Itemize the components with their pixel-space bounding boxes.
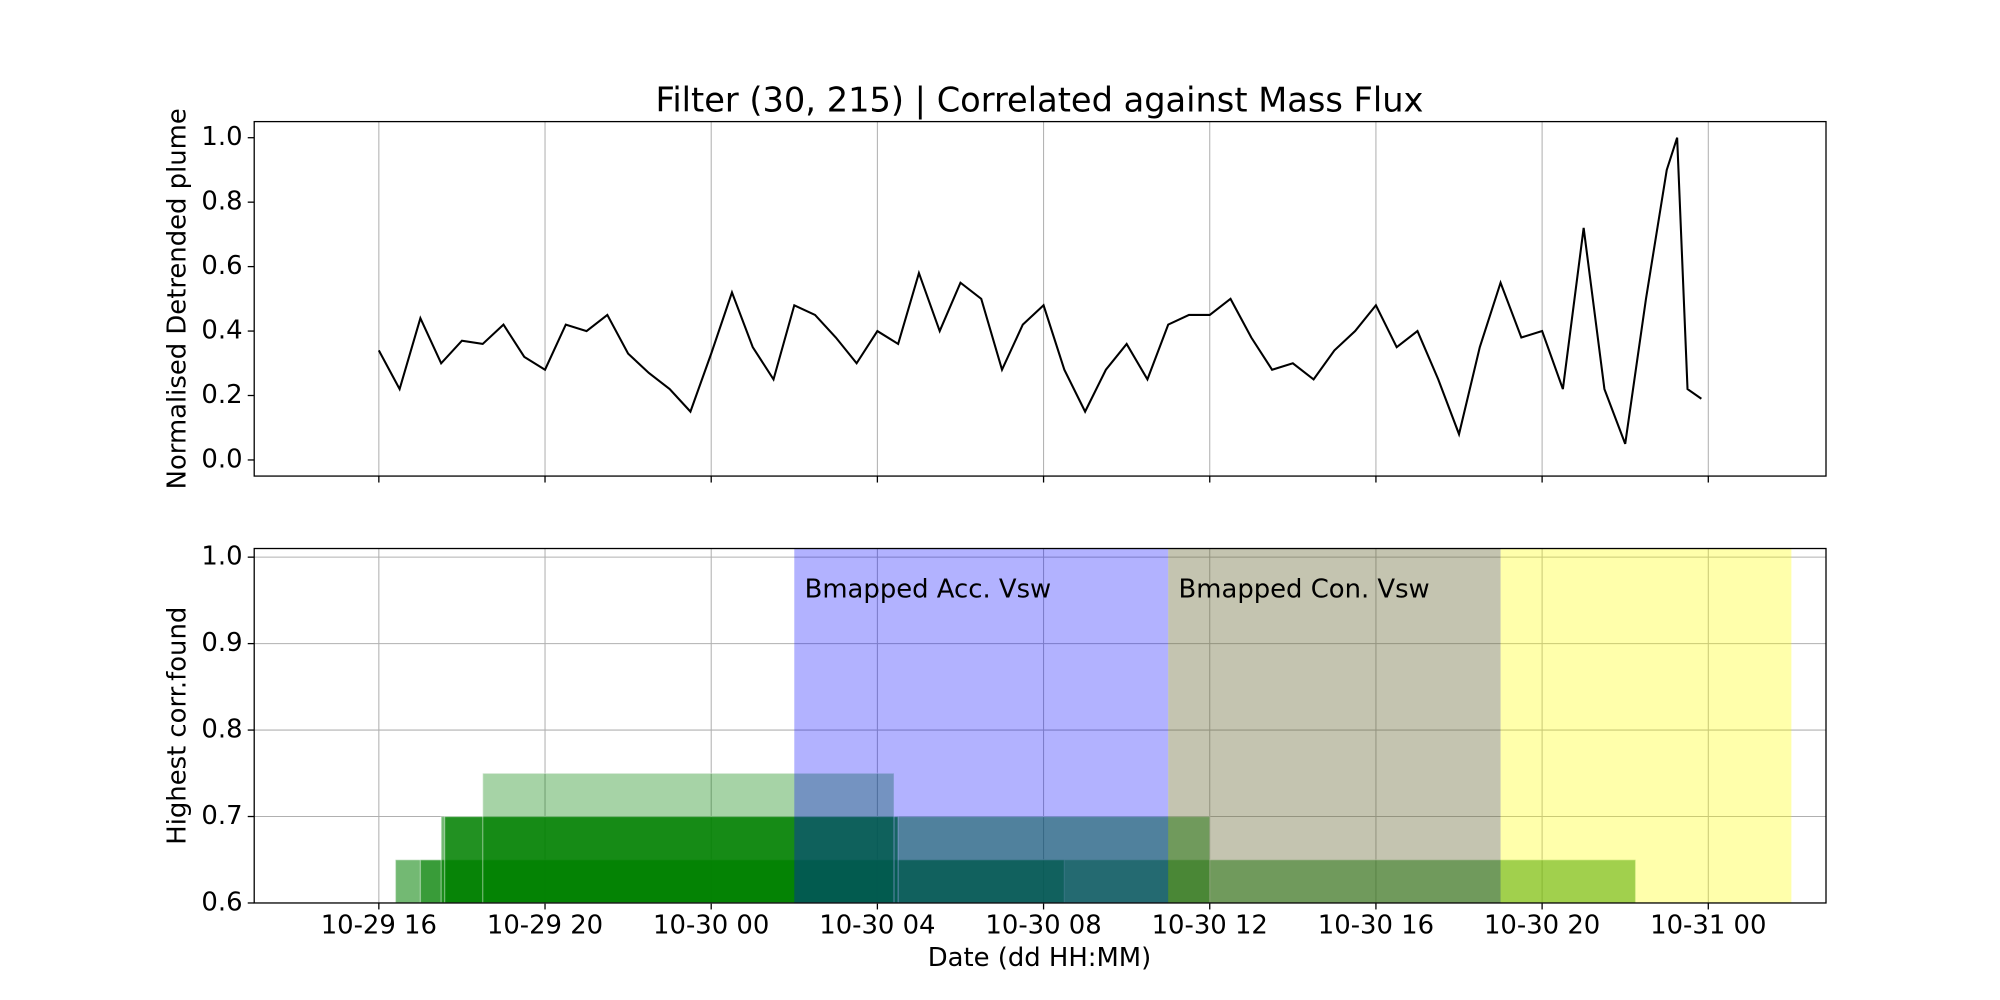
y-tick-label: 1.0 (201, 542, 242, 572)
y-tick-label: 1.0 (201, 122, 242, 152)
y-tick-label: 0.6 (201, 887, 242, 917)
x-tick-label: 10-31 00 (1650, 911, 1766, 941)
y-tick-label: 0.8 (201, 715, 242, 745)
x-tick-label: 10-30 00 (653, 911, 769, 941)
y-tick-label: 0.4 (201, 316, 242, 346)
span-label: Bmapped Acc. Vsw (805, 574, 1052, 604)
x-axis-label: Date (dd HH:MM) (928, 943, 1151, 973)
x-tick-label: 10-30 16 (1318, 911, 1434, 941)
span (794, 548, 1169, 903)
y-axis-label: Highest corr.found (162, 607, 192, 845)
y-tick-label: 0.8 (201, 187, 242, 217)
x-tick-label: 10-30 04 (819, 911, 935, 941)
x-tick-label: 10-29 20 (487, 911, 603, 941)
corr-bar (443, 815, 899, 904)
y-tick-label: 0.9 (201, 628, 242, 658)
y-tick-label: 0.6 (201, 251, 242, 281)
y-axis-label: Normalised Detrended plume (162, 108, 192, 489)
span-label: Bmapped Con. Vsw (1179, 574, 1430, 604)
axes-frame (253, 547, 1827, 904)
span (1500, 548, 1792, 903)
x-tick-label: 10-30 08 (985, 911, 1101, 941)
axes-frame (253, 120, 1827, 477)
x-tick-label: 10-30 12 (1152, 911, 1268, 941)
data-line (377, 137, 1702, 445)
y-tick-label: 0.7 (201, 801, 242, 831)
x-tick-label: 10-29 16 (321, 911, 437, 941)
y-tick-label: 0.0 (201, 444, 242, 474)
y-tick-label: 0.2 (201, 380, 242, 410)
x-tick-label: 10-30 20 (1484, 911, 1600, 941)
chart-title: Filter (30, 215) | Correlated against Ma… (655, 81, 1423, 120)
span (1168, 548, 1501, 903)
corr-bar (482, 772, 895, 904)
